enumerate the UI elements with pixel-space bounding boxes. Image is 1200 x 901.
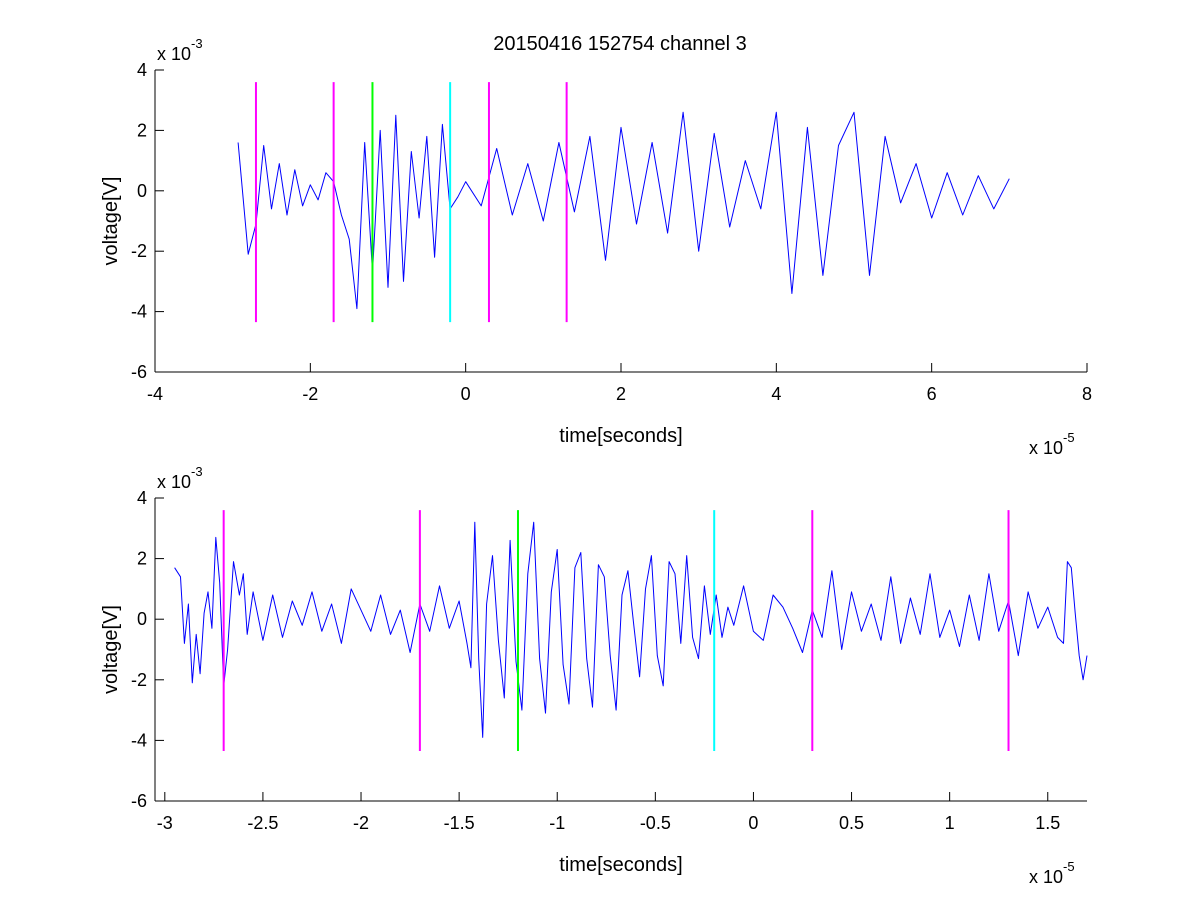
bottom-x-tick-label: 1.5 [1035,813,1060,833]
bottom-y-tick-label: 0 [137,609,147,629]
bottom-x-axis-label: time[seconds] [559,854,682,876]
bottom-x-tick-label: -0.5 [640,813,671,833]
top-x-axis-label: time[seconds] [559,425,682,447]
bottom-x-tick-label: 1 [945,813,955,833]
top-y-tick-label: 4 [137,60,147,80]
figure-title: 20150416 152754 channel 3 [493,33,747,55]
bottom-x-tick-label: -1 [549,813,565,833]
bottom-y-tick-label: -4 [131,730,147,750]
top-x-tick-label: 8 [1082,384,1092,404]
top-y-tick-label: -4 [131,302,147,322]
bottom-x-tick-label: -1.5 [444,813,475,833]
bottom-x-tick-label: -2 [353,813,369,833]
bottom-y-tick-label: -6 [131,791,147,811]
bottom-x-tick-label: -3 [157,813,173,833]
top-y-axis-label: voltage[V] [100,177,122,266]
top-x-tick-label: 4 [771,384,781,404]
top-x-tick-label: 0 [461,384,471,404]
bottom-y-tick-label: -2 [131,670,147,690]
bottom-signal-series-0 [174,521,1088,738]
bottom-x-tick-label: 0 [748,813,758,833]
bottom-y-tick-label: 4 [137,488,147,508]
top-x-tick-label: 2 [616,384,626,404]
bottom-x-tick-label: -2.5 [247,813,278,833]
top-x-tick-label: -2 [302,384,318,404]
top-x-multiplier: x 10-5 [1029,430,1075,458]
top-x-tick-label: 6 [927,384,937,404]
bottom-y-tick-label: 2 [137,549,147,569]
top-signal-series-0 [237,111,1010,310]
bottom-x-tick-label: 0.5 [839,813,864,833]
top-y-tick-label: -6 [131,362,147,382]
top-y-multiplier: x 10-3 [157,36,203,64]
bottom-x-multiplier: x 10-5 [1029,859,1075,887]
top-x-tick-label: -4 [147,384,163,404]
bottom-plot: -6 -4 -2 0 2 4 -3 -2.5 -2 -1.5 -1 -0.5 0 0.5 1 1.5 x 10-… [100,464,1088,887]
top-y-tick-label: 0 [137,181,147,201]
top-y-tick-label: -2 [131,241,147,261]
bottom-y-axis-label: voltage[V] [100,605,122,694]
bottom-y-multiplier: x 10-3 [157,464,203,492]
top-y-tick-label: 2 [137,120,147,140]
